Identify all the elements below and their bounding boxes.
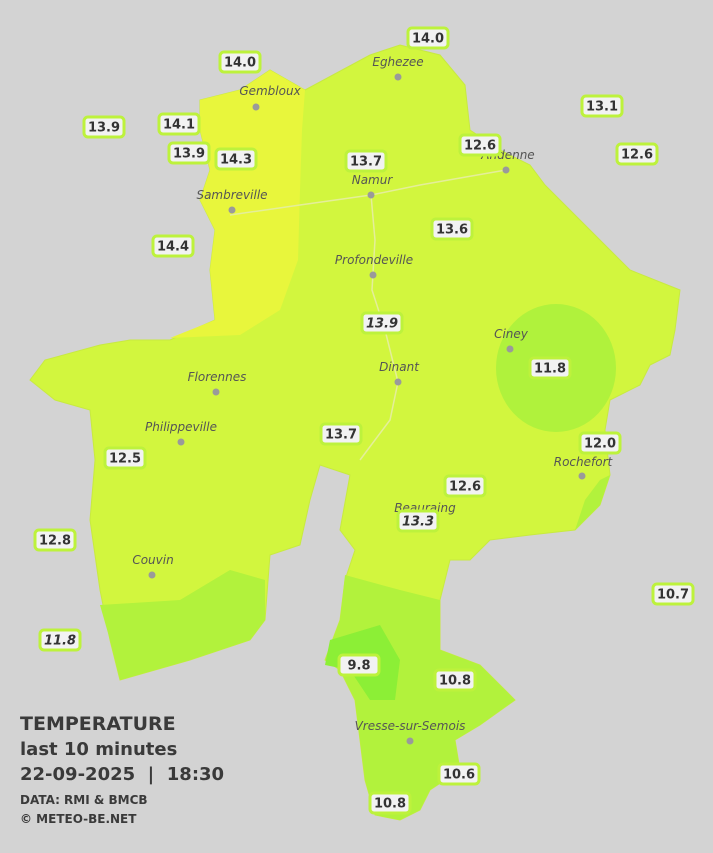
station-box — [443, 474, 487, 498]
station-value: 13.9 — [88, 121, 120, 136]
cool-zone — [100, 570, 265, 680]
station-box — [651, 582, 695, 606]
station-value: 11.8 — [534, 362, 566, 377]
town-marker — [177, 438, 185, 446]
town-marker — [212, 388, 220, 396]
station-box — [319, 422, 363, 446]
station-box — [430, 217, 474, 241]
station-value: 10.8 — [374, 797, 406, 812]
town-marker — [394, 378, 402, 386]
station-box — [214, 147, 258, 171]
town-marker — [506, 345, 514, 353]
station-value: 12.0 — [584, 437, 616, 452]
town-marker — [367, 191, 375, 199]
town-marker — [406, 737, 414, 745]
station-box — [218, 50, 262, 74]
station-value: 14.1 — [163, 118, 195, 133]
town-label: Couvin — [132, 553, 173, 567]
town-marker — [578, 472, 586, 480]
station-box — [33, 528, 77, 552]
station-value: 12.5 — [109, 452, 141, 467]
station-value: 14.0 — [412, 32, 444, 47]
station-value: 13.3 — [402, 515, 434, 530]
town-marker — [369, 271, 377, 279]
station-value: 13.9 — [366, 317, 398, 332]
town-label: Profondeville — [335, 253, 413, 267]
town-label: Dinant — [379, 360, 420, 374]
station-value: 12.6 — [449, 480, 481, 495]
station-box — [368, 791, 412, 815]
station-box — [578, 431, 622, 455]
station-value: 13.7 — [325, 428, 357, 443]
station-box — [157, 112, 201, 136]
legend-source: DATA: RMI & BMCB — [20, 793, 148, 807]
town-marker — [394, 73, 402, 81]
town-label: Florennes — [188, 370, 247, 384]
station-value: 13.7 — [350, 155, 382, 170]
legend-period: last 10 minutes — [20, 739, 177, 760]
station-value: 13.1 — [586, 100, 618, 115]
town-label: Gembloux — [239, 84, 301, 98]
town-marker — [228, 206, 236, 214]
station-box — [615, 142, 659, 166]
station-value: 14.0 — [224, 56, 256, 71]
station-box — [437, 762, 481, 786]
station-value: 10.8 — [439, 674, 471, 689]
station-value: 9.8 — [347, 659, 370, 674]
town-label: Namur — [352, 173, 394, 187]
town-label: Vresse-sur-Semois — [355, 719, 466, 733]
station-value: 14.3 — [220, 153, 252, 168]
station-box — [344, 149, 388, 173]
station-box — [337, 653, 381, 677]
legend-datetime: 22-09-2025 | 18:30 — [20, 764, 224, 785]
station-box — [360, 311, 404, 335]
station-value: 10.6 — [443, 768, 475, 783]
station-value: 13.6 — [436, 223, 468, 238]
town-label: Eghezee — [372, 55, 423, 69]
station-box — [528, 356, 572, 380]
town-label: Sambreville — [196, 188, 267, 202]
town-marker — [148, 571, 156, 579]
station-box — [396, 509, 440, 533]
station-box — [167, 141, 211, 165]
legend-copyright: © METEO-BE.NET — [20, 812, 137, 826]
station-value: 12.6 — [464, 139, 496, 154]
town-label: Rochefort — [554, 455, 614, 469]
warm-zone — [170, 70, 305, 338]
station-box — [82, 115, 126, 139]
station-value: 12.8 — [39, 534, 71, 549]
station-value: 13.9 — [173, 147, 205, 162]
town-label: Philippeville — [145, 420, 217, 434]
station-box — [38, 628, 82, 652]
station-box — [580, 94, 624, 118]
town-marker — [252, 103, 260, 111]
station-box — [151, 234, 195, 258]
station-box — [406, 26, 450, 50]
town-marker — [502, 166, 510, 174]
station-value: 10.7 — [657, 588, 689, 603]
station-box — [433, 668, 477, 692]
station-value: 14.4 — [157, 240, 189, 255]
station-box — [458, 133, 502, 157]
station-box — [103, 446, 147, 470]
cool-zone — [575, 475, 610, 530]
station-value: 11.8 — [44, 634, 76, 649]
town-label: Ciney — [494, 327, 529, 341]
station-value: 12.6 — [621, 148, 653, 163]
legend-title: TEMPERATURE — [20, 713, 176, 735]
